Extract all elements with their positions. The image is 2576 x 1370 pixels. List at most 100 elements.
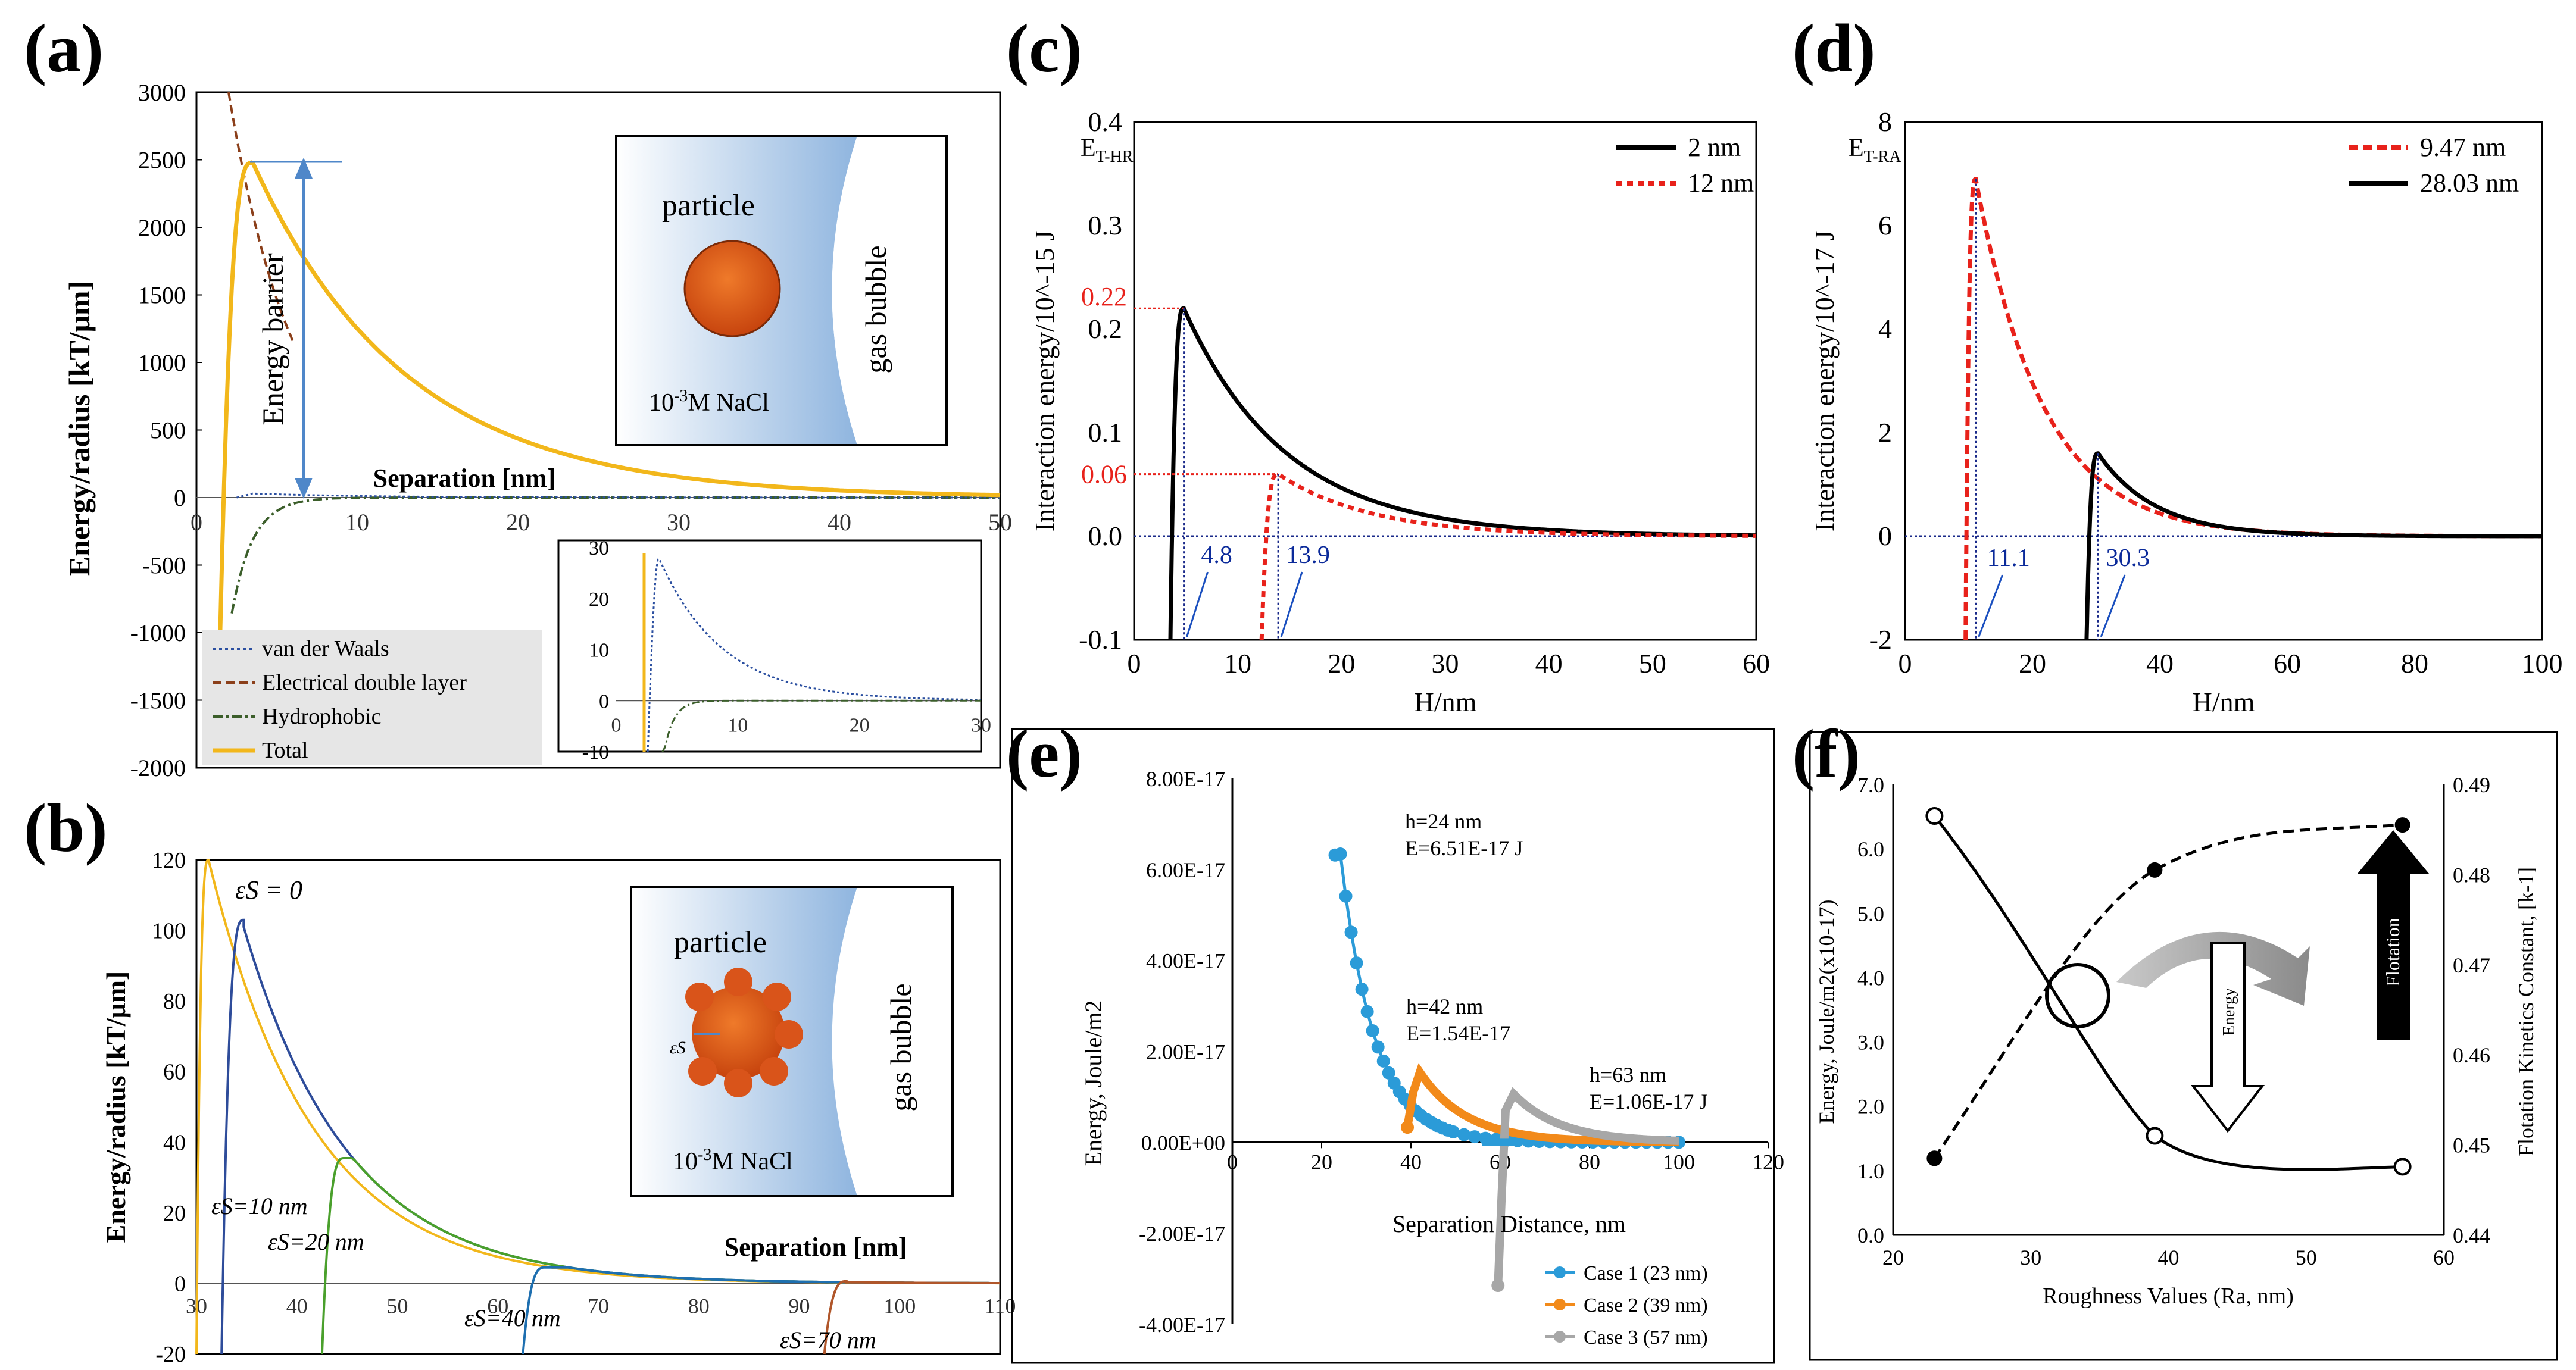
legend-item-12nm: 12 nm [1688,168,1754,198]
y-tick-label: 5.0 [1857,902,1884,925]
case1-point [1376,1054,1390,1068]
panel-c: (c) ET-HR Interaction energy/10^-15 J -0… [1006,11,1770,717]
y-tick-label: 4 [1878,314,1892,344]
edl-series-line [227,92,294,342]
y-axis-title: Energy, Joule/m2(x10-17) [1815,900,1838,1124]
rough-particle-icon [685,968,803,1097]
legend: 2 nm 12 nm [1616,133,1754,198]
series-28-03nm-line [2084,451,2542,640]
y-tick-label: 120 [152,848,186,873]
y-axis-title: Energy, Joule/m2 [1080,1000,1107,1166]
x-tick-labels: 0 10 20 30 40 50 [191,509,1012,536]
annotation-case1-h: h=24 nm [1405,809,1482,833]
x-tick-label: 50 [387,1294,408,1318]
case1-point [1350,956,1363,970]
y-tick-label: 0.0 [1088,521,1123,551]
x-tick-label: 20 [1311,1150,1332,1174]
legend-item-edl: Electrical double layer [262,670,467,695]
label-30-3: 30.3 [2106,545,2150,572]
flotation-point [1926,1150,1943,1166]
y-tick-labels: -2000-1500-1000-500050010001500200025003… [130,79,202,781]
x-tick-labels: 0 10 20 30 40 50 60 [1128,648,1771,678]
plot-frame [1133,121,1757,641]
y-tick-label: 7.0 [1857,773,1884,797]
eps40-label: εS=40 nm [464,1305,561,1331]
case1-point [1447,1125,1460,1138]
y-tick-label: 1000 [138,349,186,376]
y-tick-label: 500 [150,417,186,444]
x-tick-label: 60 [487,1294,508,1318]
y2-tick-label: 0.49 [2453,773,2490,797]
y-tick-label: -2000 [130,755,186,781]
x-tick-label: 50 [2296,1246,2317,1269]
total-series-line [216,160,1001,728]
x-tick-label: 60 [1743,648,1770,678]
eps70-label: εS=70 nm [780,1327,876,1353]
panel-b: (b) Energy/radius [kT/μm] -20 0 20 40 60 80 10… [24,790,1016,1367]
particle-label: particle [674,925,767,959]
y-tick-label: 0.2 [1088,314,1123,344]
case1-point [1360,1005,1374,1018]
y-tick-label: 2 [1878,417,1892,448]
case1-point [1344,925,1358,939]
x-tick-label: 60 [2433,1246,2455,1269]
curves: 0.22 0.06 4.8 13.9 [1081,282,1756,640]
panel-label: (f) [1792,716,1860,792]
y2-tick-label: 0.48 [2453,863,2490,887]
y-tick-label: 20 [163,1201,186,1226]
y2-axis-title: Flotation Kinetics Constant, [k-1] [2514,867,2538,1156]
legend-item-hydrophobic: Hydrophobic [262,704,382,729]
y2-tick-label: 0.45 [2453,1134,2490,1158]
label-0-22: 0.22 [1081,282,1127,311]
x-tick-label: 40 [1400,1150,1422,1174]
case3-point [1491,1279,1505,1293]
x-axis-title: Separation Distance, nm [1392,1211,1626,1237]
x-tick-label: 70 [588,1294,609,1318]
x-tick-label: 90 [789,1294,810,1318]
solution-label: 10-3M NaCl [673,1146,793,1175]
flotation-series-line [1933,823,2403,1159]
y-tick-label: 40 [163,1130,186,1155]
label-13-9: 13.9 [1286,542,1330,569]
panel-f: (f) Energy, Joule/m2(x10-17) Flotation K… [1792,716,2558,1361]
curves: 11.1 30.3 [1905,177,2542,640]
case3-line [1494,1087,1679,1286]
y-tick-label: 6.0 [1857,837,1884,861]
panel-d: (d) ET-RA Interaction energy/10^-17 J -2… [1792,11,2563,717]
x-tick-label: 40 [2146,648,2174,678]
legend: 9.47 nm 28.03 nm [2349,133,2519,198]
plot-frame [195,859,1001,1355]
y-tick-label: -2.00E-17 [1139,1222,1225,1246]
data-points [1231,778,1768,1324]
gas-bubble-label: gas bubble [884,983,917,1111]
energy-barrier-label: Energy barrier [256,253,289,426]
x-tick-labels: 0 20 40 60 80 100 [1899,648,2563,678]
legend-item-28-03nm: 28.03 nm [2420,168,2519,198]
panel-label: (d) [1792,11,1876,86]
series-line-1 [220,918,1000,1355]
curves [195,859,1000,1355]
x-tick-label: 30 [1432,648,1459,678]
y-tick-labels: -4.00E-17 -2.00E-17 0.00E+00 2.00E-17 4.00E-… [1139,767,1225,1337]
y-tick-label: 80 [163,989,186,1014]
y-tick-label: 2.00E-17 [1146,1040,1225,1064]
x-tick-label: 50 [988,509,1012,536]
x-tick-labels: 20 30 40 50 60 [1882,1246,2455,1269]
y-tick-label: 0.3 [1088,210,1123,240]
y-tick-label: 100 [152,919,186,944]
case1-point [1457,1128,1471,1141]
x-tick-label: 50 [1639,648,1666,678]
annotation-case1-e: E=6.51E-17 J [1405,836,1523,860]
y-tick-label: 4.0 [1857,966,1884,990]
particle-label: particle [662,189,755,223]
y-tick-label: 6.00E-17 [1146,858,1225,882]
intersection-circle [2045,963,2110,1028]
plot-frame [1011,728,1775,1364]
inset-y-tick-label: 20 [589,589,609,611]
y-tick-labels: -0.1 0.0 0.1 0.2 0.3 0.4 [1079,107,1122,655]
corner-label: ET-HR [1081,135,1134,166]
x-axis-title: Separation [nm] [373,464,556,493]
plot-frame [1809,731,2558,1361]
y-tick-label: -0.1 [1079,624,1122,655]
x-tick-label: 100 [1663,1150,1695,1174]
